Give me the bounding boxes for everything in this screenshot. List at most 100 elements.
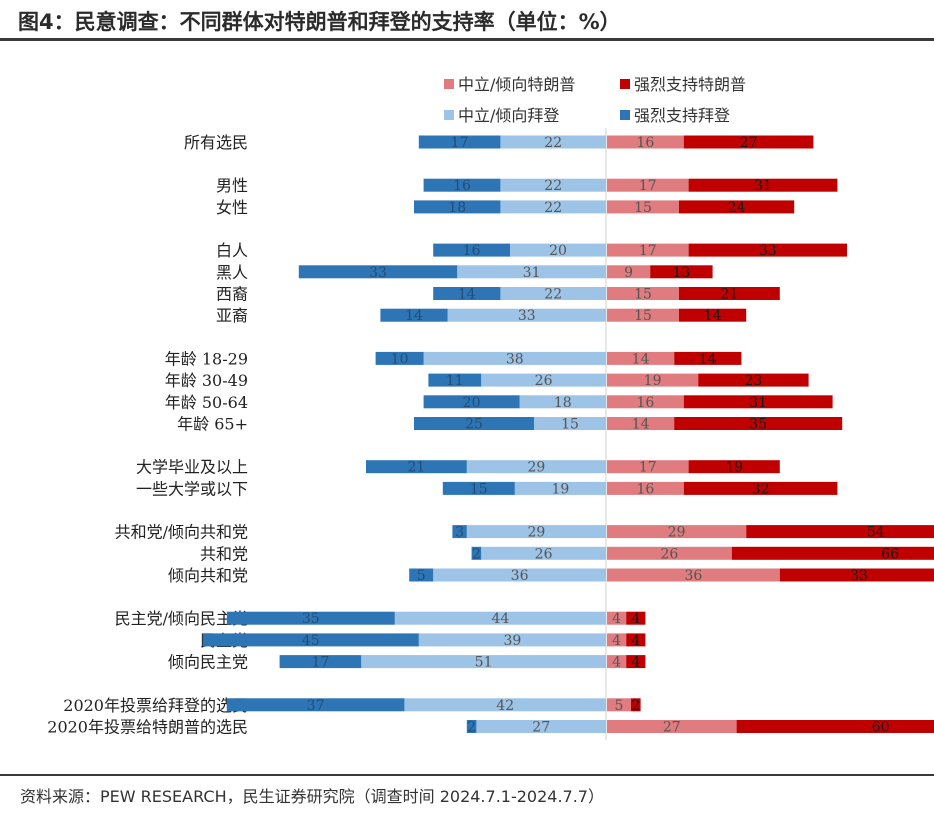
data-label-biden-lean: 27 xyxy=(532,720,550,736)
legend-label: 中立/倾向拜登 xyxy=(458,106,559,125)
bar-biden-lean xyxy=(481,546,606,560)
bar-trump-strong xyxy=(779,568,934,582)
title-underline xyxy=(0,38,934,41)
data-label-trump-lean: 14 xyxy=(632,417,650,433)
data-label-trump-strong: 31 xyxy=(754,178,772,194)
legend-swatch xyxy=(444,79,454,89)
bar-biden-strong xyxy=(442,481,515,495)
bar-biden-strong xyxy=(366,460,467,474)
data-label-biden-lean: 19 xyxy=(551,481,569,497)
data-label-trump-strong: 2 xyxy=(631,698,640,714)
data-label-biden-lean: 38 xyxy=(506,351,524,367)
bar-trump-lean xyxy=(607,611,627,625)
category-label: 年龄 50-64 xyxy=(165,393,248,412)
data-label-trump-strong: 27 xyxy=(740,135,758,151)
bar-trump-strong xyxy=(683,481,838,495)
bar-biden-strong xyxy=(226,698,405,712)
data-label-biden-strong: 37 xyxy=(307,698,325,714)
data-label-trump-strong: 33 xyxy=(850,568,868,584)
category-label: 倾向共和党 xyxy=(168,566,248,585)
category-label: 倾向民主党 xyxy=(168,653,248,672)
category-label: 2020年投票给拜登的选民 xyxy=(63,696,248,715)
bar-trump-lean xyxy=(607,460,689,474)
legend-label: 强烈支持拜登 xyxy=(634,106,730,125)
bar-trump-strong xyxy=(746,525,934,539)
category-label: 黑人 xyxy=(216,263,248,282)
data-label-trump-strong: 4 xyxy=(631,611,640,627)
bar-biden-lean xyxy=(418,633,606,647)
bar-trump-strong xyxy=(626,611,646,625)
category-label: 一些大学或以下 xyxy=(136,479,248,498)
bar-trump-lean xyxy=(607,308,679,322)
data-label-trump-lean: 29 xyxy=(668,525,686,541)
bar-trump-lean xyxy=(607,373,699,387)
data-label-biden-lean: 44 xyxy=(491,611,509,627)
data-label-biden-lean: 18 xyxy=(554,395,572,411)
bar-biden-lean xyxy=(510,243,606,257)
data-label-biden-strong: 25 xyxy=(465,417,483,433)
bar-trump-lean xyxy=(607,546,732,560)
bar-trump-strong xyxy=(674,417,843,430)
data-label-trump-lean: 15 xyxy=(634,308,652,324)
bar-trump-strong xyxy=(683,395,833,409)
bar-biden-strong xyxy=(423,395,520,409)
data-label-biden-lean: 22 xyxy=(544,200,562,216)
data-label-trump-lean: 5 xyxy=(615,698,624,714)
category-label: 年龄 65+ xyxy=(177,415,248,434)
category-label: 西裔 xyxy=(216,285,248,304)
data-label-trump-lean: 17 xyxy=(639,243,657,259)
bar-trump-strong xyxy=(688,243,847,257)
bar-biden-lean xyxy=(466,460,606,474)
data-label-trump-lean: 4 xyxy=(612,611,621,627)
category-label: 共和党 xyxy=(200,544,248,563)
bar-biden-lean xyxy=(519,395,606,409)
data-label-trump-strong: 19 xyxy=(725,460,743,476)
data-label-biden-strong: 15 xyxy=(470,481,488,497)
bar-biden-lean xyxy=(466,525,606,539)
data-label-trump-lean: 4 xyxy=(612,633,621,649)
category-label: 大学毕业及以上 xyxy=(136,458,248,477)
data-label-biden-lean: 22 xyxy=(544,135,562,151)
data-label-biden-strong: 5 xyxy=(417,568,426,584)
data-label-biden-lean: 26 xyxy=(535,373,553,389)
data-label-trump-lean: 15 xyxy=(634,200,652,216)
data-label-biden-strong: 18 xyxy=(448,200,466,216)
legend-swatch xyxy=(444,110,454,120)
bar-biden-strong xyxy=(375,351,424,365)
data-label-trump-strong: 35 xyxy=(749,417,767,433)
data-label-biden-lean: 51 xyxy=(475,655,493,671)
data-label-biden-lean: 36 xyxy=(511,568,529,584)
data-label-biden-lean: 22 xyxy=(544,287,562,303)
data-label-biden-strong: 14 xyxy=(405,308,423,324)
bar-trump-lean xyxy=(607,698,631,712)
data-label-trump-lean: 4 xyxy=(612,655,621,671)
category-label: 共和党/倾向共和党 xyxy=(115,523,248,542)
bar-biden-lean xyxy=(500,178,606,192)
data-label-biden-lean: 42 xyxy=(496,698,514,714)
bar-biden-strong xyxy=(226,611,395,625)
bar-biden-lean xyxy=(457,265,606,279)
data-label-trump-lean: 27 xyxy=(663,720,681,736)
bar-trump-strong xyxy=(626,655,646,669)
bar-biden-strong xyxy=(433,287,501,300)
bar-biden-lean xyxy=(447,308,606,322)
data-label-trump-strong: 13 xyxy=(672,265,690,281)
data-label-biden-strong: 20 xyxy=(463,395,481,411)
bar-biden-lean xyxy=(481,373,606,387)
data-label-trump-lean: 17 xyxy=(639,460,657,476)
bar-biden-lean xyxy=(476,720,606,733)
data-label-biden-strong: 45 xyxy=(302,633,320,649)
bar-trump-lean xyxy=(607,287,679,300)
bar-trump-strong xyxy=(731,546,934,560)
data-label-biden-strong: 35 xyxy=(302,611,320,627)
bar-biden-strong xyxy=(414,200,501,214)
bar-biden-strong xyxy=(380,308,448,322)
data-label-biden-strong: 16 xyxy=(453,178,471,194)
category-label: 年龄 18-29 xyxy=(165,349,248,368)
data-label-biden-lean: 39 xyxy=(503,633,521,649)
category-label: 男性 xyxy=(216,176,248,195)
bar-trump-strong xyxy=(626,633,646,647)
legend-swatch xyxy=(620,79,630,89)
data-label-trump-strong: 31 xyxy=(749,395,767,411)
category-label: 2020年投票给特朗普的选民 xyxy=(47,718,248,737)
